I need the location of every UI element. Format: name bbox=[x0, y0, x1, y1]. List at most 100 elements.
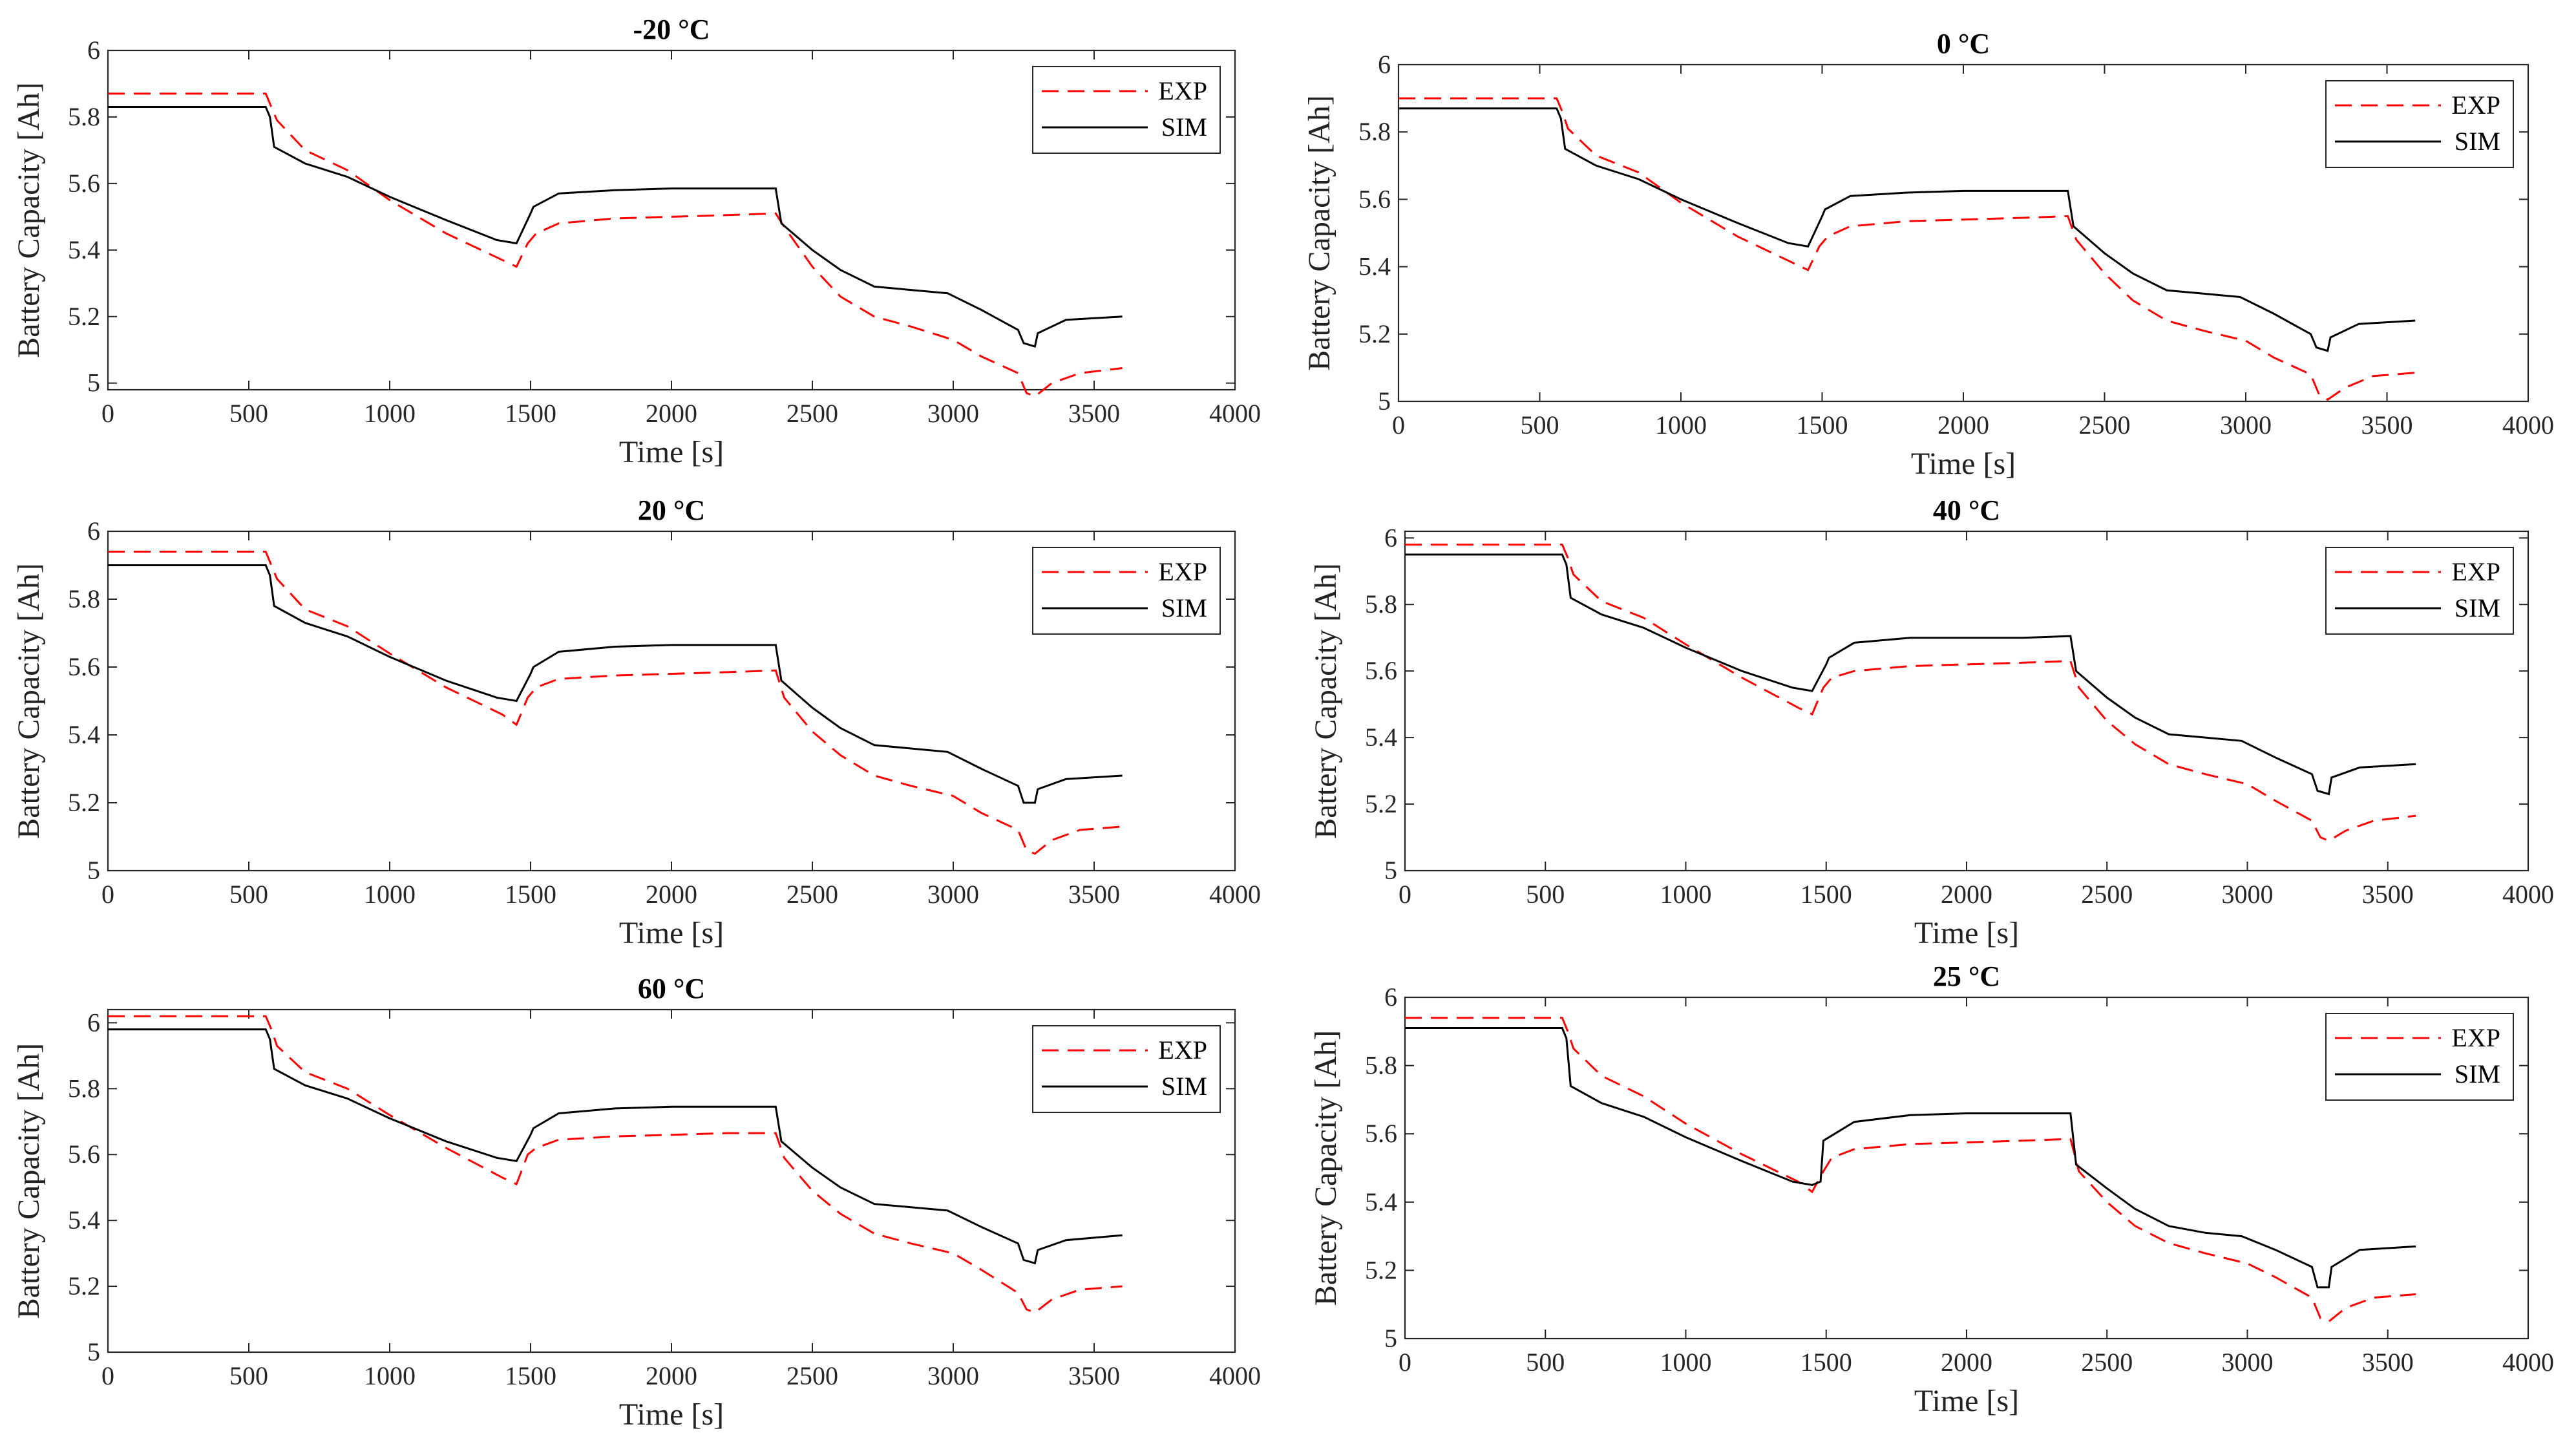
y-tick-label: 5.6 bbox=[68, 652, 100, 681]
legend-label: SIM bbox=[1161, 593, 1207, 622]
legend-label: EXP bbox=[1158, 1035, 1207, 1065]
y-tick-label: 5 bbox=[1384, 1324, 1397, 1353]
x-tick-label: 0 bbox=[1399, 880, 1411, 909]
x-axis-label: Time [s] bbox=[619, 1397, 724, 1432]
y-axis-label: Battery Capacity [Ah] bbox=[1309, 1030, 1343, 1306]
x-axis-label: Time [s] bbox=[1914, 916, 2019, 950]
y-tick-label: 5.2 bbox=[68, 1271, 100, 1300]
y-tick-label: 5.8 bbox=[1358, 117, 1391, 146]
y-tick-label: 5.2 bbox=[68, 302, 100, 331]
x-tick-label: 1000 bbox=[364, 880, 416, 909]
y-tick-label: 5.8 bbox=[1365, 589, 1397, 619]
legend-label: EXP bbox=[2451, 90, 2500, 120]
y-tick-label: 5.4 bbox=[68, 235, 100, 264]
y-axis-label: Battery Capacity [Ah] bbox=[1302, 95, 1336, 371]
y-tick-label: 5.4 bbox=[68, 1205, 100, 1235]
x-tick-label: 2500 bbox=[787, 399, 838, 428]
series-line-sim bbox=[1405, 1027, 2416, 1289]
x-tick-label: 1000 bbox=[364, 399, 416, 428]
legend: EXP SIM bbox=[2325, 80, 2514, 168]
x-tick-label: 4000 bbox=[2502, 1348, 2554, 1377]
x-tick-label: 4000 bbox=[2502, 410, 2554, 440]
x-tick-label: 3000 bbox=[2222, 1348, 2274, 1377]
x-tick-label: 500 bbox=[1521, 410, 1559, 440]
chart-panel: -20 °C 0 500 1000 1500 2000 2500 3000 3500 4000 5 5… bbox=[12, 14, 1261, 469]
x-axis-label: Time [s] bbox=[619, 435, 724, 469]
y-tick-label: 6 bbox=[1384, 982, 1397, 1012]
x-tick-label: 2000 bbox=[1941, 1348, 1992, 1377]
legend: EXP SIM bbox=[2325, 1013, 2514, 1101]
x-tick-label: 1000 bbox=[1655, 410, 1707, 440]
y-tick-label: 5.6 bbox=[1365, 656, 1397, 685]
y-tick-label: 5 bbox=[87, 1337, 100, 1366]
series-line-exp bbox=[108, 92, 1123, 398]
chart-title: 25 °C bbox=[1933, 960, 2000, 992]
chart-title: 20 °C bbox=[638, 494, 705, 526]
legend-label: SIM bbox=[1161, 112, 1207, 142]
series-line-exp bbox=[1405, 544, 2416, 842]
chart-title: -20 °C bbox=[633, 14, 710, 45]
x-tick-label: 1500 bbox=[505, 1361, 556, 1390]
y-tick-label: 5.6 bbox=[1365, 1119, 1397, 1148]
x-tick-label: 2000 bbox=[1937, 410, 1989, 440]
x-tick-label: 1500 bbox=[1797, 410, 1848, 440]
y-tick-label: 5.4 bbox=[1365, 1187, 1397, 1216]
y-axis-label: Battery Capacity [Ah] bbox=[12, 1043, 46, 1319]
legend-box bbox=[1032, 547, 1221, 635]
series-line-sim bbox=[108, 106, 1123, 348]
chart-panel: 25 °C 0 500 1000 1500 2000 2500 3000 3500 4000 5 5.… bbox=[1309, 960, 2554, 1418]
y-tick-label: 6 bbox=[87, 1008, 100, 1037]
x-tick-label: 4000 bbox=[2502, 880, 2554, 909]
series-line-exp bbox=[108, 551, 1123, 855]
x-tick-label: 500 bbox=[229, 1361, 268, 1390]
x-tick-label: 3000 bbox=[927, 880, 979, 909]
chart-panel: 20 °C 0 500 1000 1500 2000 2500 3000 3500 4000 5 5.… bbox=[12, 494, 1261, 950]
x-tick-label: 3000 bbox=[927, 1361, 979, 1390]
x-tick-label: 3500 bbox=[2362, 1348, 2414, 1377]
y-tick-label: 6 bbox=[1378, 50, 1391, 79]
x-tick-label: 2000 bbox=[1941, 880, 1992, 909]
legend-label: EXP bbox=[2451, 1023, 2500, 1052]
y-tick-label: 5.4 bbox=[68, 720, 100, 749]
series-line-exp bbox=[108, 1015, 1123, 1314]
x-tick-label: 2000 bbox=[646, 880, 697, 909]
y-tick-label: 5.6 bbox=[1358, 184, 1391, 213]
y-tick-label: 5.2 bbox=[68, 788, 100, 817]
legend-box bbox=[1032, 1025, 1221, 1113]
x-tick-label: 2500 bbox=[2081, 880, 2133, 909]
y-axis-label: Battery Capacity [Ah] bbox=[1309, 563, 1343, 839]
legend-box bbox=[2325, 1013, 2514, 1101]
x-tick-label: 3500 bbox=[2361, 410, 2413, 440]
x-tick-label: 1000 bbox=[1660, 880, 1712, 909]
x-tick-label: 2000 bbox=[646, 399, 697, 428]
x-tick-label: 2500 bbox=[787, 1361, 838, 1390]
y-tick-label: 5 bbox=[1384, 856, 1397, 885]
x-tick-label: 500 bbox=[1526, 1348, 1565, 1377]
chart-title: 60 °C bbox=[638, 973, 705, 1004]
series-line-sim bbox=[108, 1028, 1123, 1265]
x-tick-label: 4000 bbox=[1209, 399, 1261, 428]
x-tick-label: 0 bbox=[1399, 1348, 1411, 1377]
x-axis-label: Time [s] bbox=[1914, 1384, 2019, 1418]
x-tick-label: 500 bbox=[1526, 880, 1565, 909]
y-tick-label: 5.8 bbox=[68, 1074, 100, 1103]
x-axis-label: Time [s] bbox=[1911, 447, 2016, 481]
chart-panel: 40 °C 0 500 1000 1500 2000 2500 3000 3500 4000 5 5.… bbox=[1309, 494, 2554, 950]
y-tick-label: 6 bbox=[1384, 523, 1397, 552]
chart-title: 0 °C bbox=[1937, 28, 1990, 59]
chart-title: 40 °C bbox=[1933, 494, 2000, 526]
y-tick-label: 5.4 bbox=[1358, 252, 1391, 281]
y-tick-label: 5 bbox=[87, 856, 100, 885]
legend: EXP SIM bbox=[2325, 547, 2514, 635]
x-tick-label: 1500 bbox=[505, 880, 556, 909]
y-tick-label: 5.8 bbox=[1365, 1051, 1397, 1080]
x-tick-label: 3500 bbox=[1068, 880, 1120, 909]
legend-label: SIM bbox=[2455, 127, 2500, 156]
x-axis-label: Time [s] bbox=[619, 916, 724, 950]
x-tick-label: 0 bbox=[101, 1361, 114, 1390]
y-tick-label: 5.2 bbox=[1365, 789, 1397, 818]
x-tick-label: 2500 bbox=[787, 880, 838, 909]
y-tick-label: 5.8 bbox=[68, 102, 100, 131]
x-tick-label: 1500 bbox=[505, 399, 556, 428]
